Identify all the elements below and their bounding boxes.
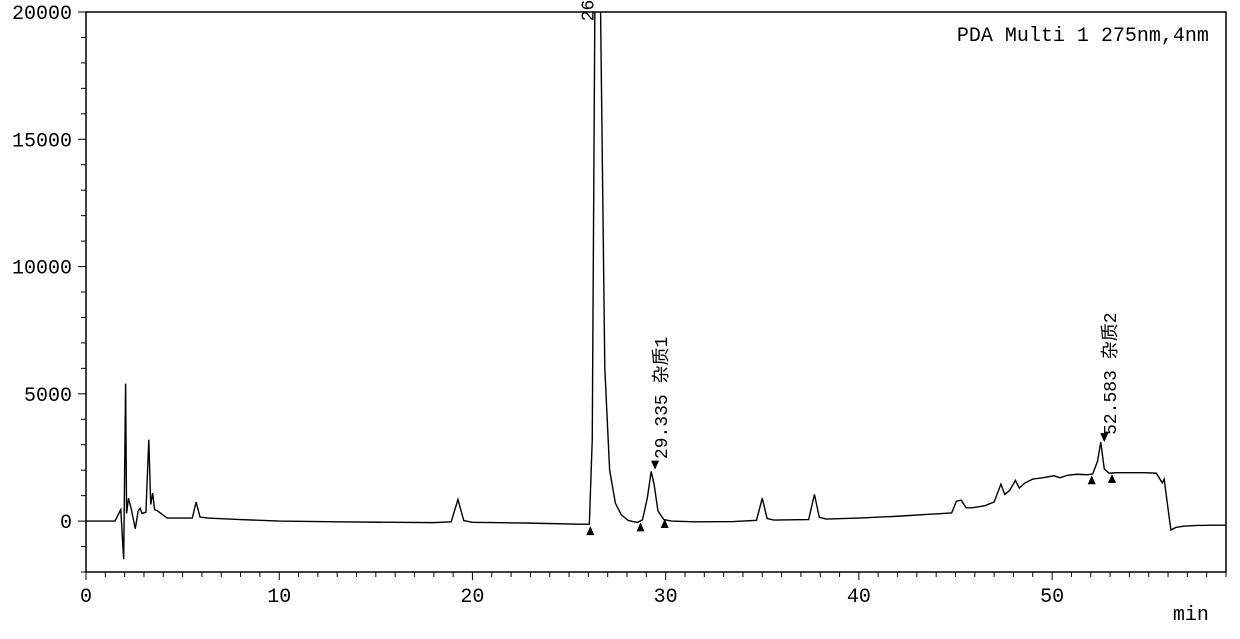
x-tick-label: 10 (267, 586, 291, 609)
peak-label: 26.485 (580, 0, 600, 21)
y-tick-label: 20000 (12, 3, 72, 26)
detector-label: PDA Multi 1 275nm,4nm (957, 25, 1209, 48)
peak-label: 29.335 杂质1 (651, 337, 673, 459)
x-tick-label: 0 (80, 586, 92, 609)
x-tick-label: 50 (1040, 586, 1064, 609)
y-tick-label: 10000 (12, 258, 72, 281)
x-tick-label: 20 (460, 586, 484, 609)
peak-label: 52.583 杂质2 (1100, 312, 1122, 434)
chromatogram-chart: 0 10 20 30 40 50 0 5000 10000 15000 20000 min PDA Mu… (0, 0, 1240, 639)
y-tick-label: 15000 (12, 130, 72, 153)
plot-background (0, 0, 1240, 639)
y-tick-label: 5000 (24, 385, 72, 408)
x-tick-label: 30 (654, 586, 678, 609)
y-tick-label: 0 (60, 512, 72, 535)
x-tick-label: 40 (847, 586, 871, 609)
x-unit-label: min (1173, 604, 1209, 627)
